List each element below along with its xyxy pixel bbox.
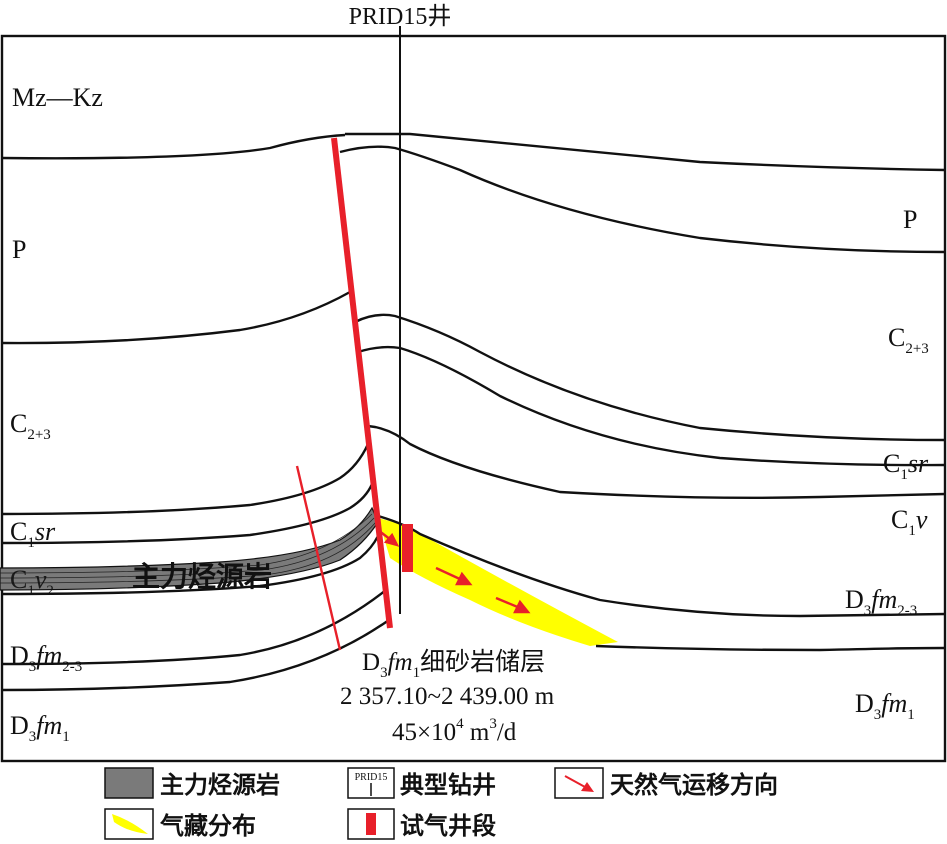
well-title: PRID15井: [349, 3, 452, 30]
section-frame: [0, 34, 947, 763]
legend-source-rock-label: 主力烃源岩: [160, 772, 280, 799]
caption-line1: D3fm1细砂岩储层: [362, 648, 545, 681]
label-c1sr-right: C1sr: [883, 449, 929, 483]
legend-gas-reservoir-swatch: [104, 808, 154, 840]
label-d3fm1-left: D3fm1: [10, 711, 70, 745]
legend-test-interval-label: 试气井段: [400, 812, 496, 840]
source-rock-bedding: [0, 513, 377, 584]
svg-text:PRID15: PRID15: [355, 772, 388, 783]
caption-line2: 2 357.10~2 439.00 m: [340, 683, 555, 710]
migration-arrows: [377, 529, 531, 614]
label-d3fm1-right: D3fm1: [855, 689, 915, 723]
legend: 主力烃源岩 PRID15 典型钻井 天然气运移方向 气藏分布 试气井段: [104, 767, 778, 840]
label-c1sr-left: C1sr: [10, 517, 56, 551]
legend-typical-well-label: 典型钻井: [400, 771, 496, 799]
test-interval-marker: [402, 524, 413, 572]
label-c23-right: C2+3: [888, 323, 929, 357]
label-d3fm23-left: D3fm2-3: [10, 641, 82, 675]
gas-reservoir-body: [378, 518, 618, 646]
main-fault: [331, 137, 393, 629]
legend-typical-well-icon: PRID15: [347, 767, 395, 799]
legend-test-interval-swatch: [347, 808, 395, 840]
label-p-left: P: [12, 235, 26, 264]
legend-migration-label: 天然气运移方向: [610, 771, 778, 799]
label-p-right: P: [903, 205, 917, 234]
source-rock-inline-label: 主力烃源岩: [132, 561, 272, 593]
legend-source-rock-swatch: [104, 767, 154, 799]
label-mz-kz: Mz—Kz: [12, 83, 103, 112]
label-d3fm23-right: D3fm2-3: [845, 585, 917, 619]
label-c23-left: C2+3: [10, 409, 51, 443]
label-c1v2-left: C1v2: [10, 565, 54, 599]
label-c1v-right: C1v: [891, 505, 928, 539]
secondary-fault: [295, 465, 342, 651]
legend-migration-arrow-icon: [554, 767, 604, 799]
legend-gas-reservoir-label: 气藏分布: [159, 812, 256, 840]
caption-line3: 45×104 m3/d: [392, 716, 517, 746]
